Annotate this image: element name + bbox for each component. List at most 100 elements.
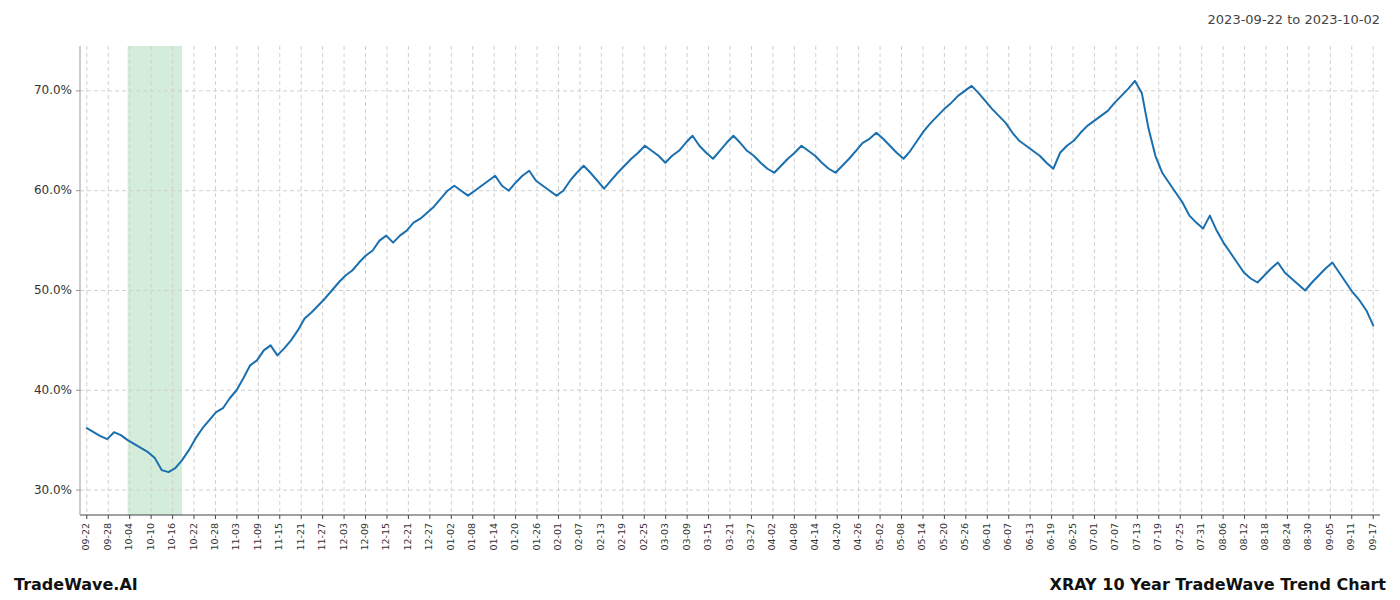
x-tick-label: 11-03 <box>230 523 241 551</box>
x-tick <box>129 515 130 519</box>
x-tick-label: 02-13 <box>595 523 606 551</box>
x-tick-label: 04-20 <box>831 523 842 551</box>
grid-line-x <box>730 46 731 515</box>
x-tick-label: 10-10 <box>145 523 156 551</box>
grid-line-x <box>987 46 988 515</box>
y-tick-label: 70.0% <box>34 83 72 97</box>
x-tick <box>515 515 516 519</box>
grid-line-x <box>1008 46 1009 515</box>
grid-line-x <box>858 46 859 515</box>
grid-line-x <box>215 46 216 515</box>
x-tick-label: 04-14 <box>809 523 820 551</box>
y-tick <box>76 190 80 191</box>
x-tick-label: 02-01 <box>552 523 563 551</box>
x-tick-label: 07-13 <box>1131 523 1142 551</box>
x-tick <box>408 515 409 519</box>
grid-line-x <box>322 46 323 515</box>
x-tick <box>772 515 773 519</box>
y-tick <box>76 390 80 391</box>
x-tick <box>665 515 666 519</box>
grid-line-x <box>515 46 516 515</box>
x-tick-label: 08-24 <box>1281 523 1292 551</box>
y-tick <box>76 290 80 291</box>
grid-line-x <box>622 46 623 515</box>
x-tick <box>1308 515 1309 519</box>
x-tick <box>1330 515 1331 519</box>
x-tick-label: 05-20 <box>938 523 949 551</box>
x-tick-label: 05-02 <box>874 523 885 551</box>
grid-line-x <box>1287 46 1288 515</box>
grid-line-x <box>258 46 259 515</box>
x-tick-label: 06-13 <box>1024 523 1035 551</box>
x-tick <box>1030 515 1031 519</box>
grid-line-x <box>151 46 152 515</box>
x-tick <box>858 515 859 519</box>
x-tick <box>472 515 473 519</box>
y-tick-label: 30.0% <box>34 483 72 497</box>
grid-line-x <box>1330 46 1331 515</box>
grid-line-x <box>772 46 773 515</box>
x-tick <box>429 515 430 519</box>
x-tick <box>987 515 988 519</box>
x-tick-label: 07-25 <box>1174 523 1185 551</box>
x-tick <box>708 515 709 519</box>
x-axis: 09-2209-2810-0410-1010-1610-2210-2811-03… <box>80 515 1377 551</box>
y-tick-label: 50.0% <box>34 283 72 297</box>
x-tick-label: 11-27 <box>316 523 327 551</box>
x-tick <box>301 515 302 519</box>
grid-line-x <box>1030 46 1031 515</box>
x-tick-label: 07-31 <box>1195 523 1206 551</box>
x-tick-label: 03-09 <box>681 523 692 551</box>
grid-line-x <box>944 46 945 515</box>
x-tick <box>1073 515 1074 519</box>
x-tick <box>601 515 602 519</box>
x-tick <box>1008 515 1009 519</box>
grid-line-x <box>1351 46 1352 515</box>
x-tick <box>537 515 538 519</box>
x-tick <box>794 515 795 519</box>
x-tick <box>386 515 387 519</box>
title: XRAY 10 Year TradeWave Trend Chart <box>1050 575 1387 594</box>
grid-line-x <box>579 46 580 515</box>
x-tick-label: 11-09 <box>252 523 263 551</box>
grid-line-x <box>1373 46 1374 515</box>
grid-line-x <box>472 46 473 515</box>
x-tick <box>1094 515 1095 519</box>
grid-line-x <box>815 46 816 515</box>
x-tick <box>1265 515 1266 519</box>
x-tick <box>365 515 366 519</box>
x-tick-label: 04-08 <box>788 523 799 551</box>
x-tick <box>215 515 216 519</box>
grid-line-x <box>537 46 538 515</box>
grid-line-x <box>344 46 345 515</box>
x-tick <box>622 515 623 519</box>
x-tick <box>687 515 688 519</box>
x-tick <box>1373 515 1374 519</box>
y-tick-label: 40.0% <box>34 383 72 397</box>
x-tick <box>901 515 902 519</box>
x-tick <box>965 515 966 519</box>
x-tick-label: 06-25 <box>1067 523 1078 551</box>
x-tick-label: 03-15 <box>702 523 713 551</box>
y-tick <box>76 490 80 491</box>
x-tick-label: 03-03 <box>659 523 670 551</box>
subtitle: 2023-09-22 to 2023-10-02 <box>1208 12 1380 27</box>
grid-line-x <box>644 46 645 515</box>
grid-line-x <box>1265 46 1266 515</box>
x-tick-label: 02-19 <box>616 523 627 551</box>
grid-line-x <box>1201 46 1202 515</box>
grid-line-x <box>172 46 173 515</box>
x-tick <box>151 515 152 519</box>
grid-line-x <box>751 46 752 515</box>
x-tick <box>108 515 109 519</box>
grid-line-y <box>80 190 1380 191</box>
grid-line-x <box>108 46 109 515</box>
grid-line-x <box>451 46 452 515</box>
grid-line-x <box>922 46 923 515</box>
x-tick-label: 11-21 <box>295 523 306 551</box>
grid-line-x <box>279 46 280 515</box>
grid-line-x <box>1073 46 1074 515</box>
x-tick <box>579 515 580 519</box>
x-tick-label: 05-08 <box>895 523 906 551</box>
x-tick-label: 09-05 <box>1324 523 1335 551</box>
